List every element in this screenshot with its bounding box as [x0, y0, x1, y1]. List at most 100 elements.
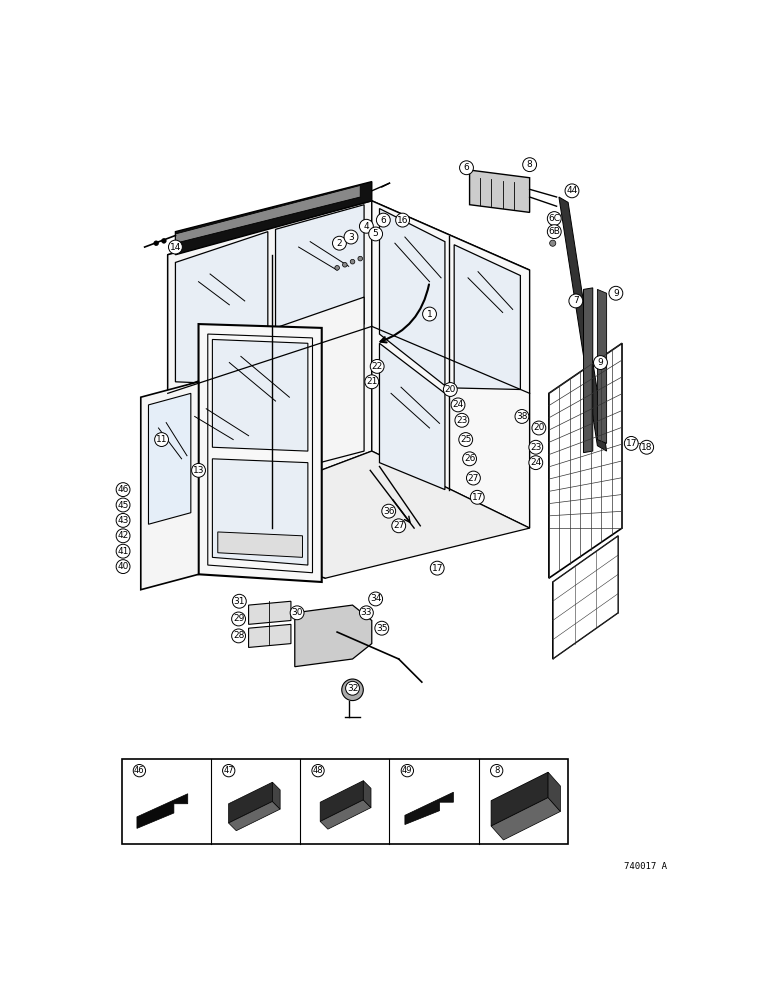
Text: 22: 22 [371, 362, 383, 371]
Text: 46: 46 [134, 766, 144, 775]
Polygon shape [273, 782, 280, 809]
Polygon shape [175, 182, 372, 255]
Text: 7: 7 [573, 296, 579, 305]
Text: 6: 6 [464, 163, 469, 172]
Circle shape [344, 230, 358, 244]
Text: 21: 21 [366, 377, 378, 386]
Circle shape [640, 440, 654, 454]
Polygon shape [137, 794, 188, 828]
Text: 18: 18 [641, 443, 652, 452]
Circle shape [154, 433, 168, 446]
Circle shape [116, 544, 130, 558]
Polygon shape [229, 801, 280, 831]
Text: 43: 43 [117, 516, 129, 525]
Polygon shape [491, 798, 560, 840]
Text: 2: 2 [337, 239, 342, 248]
Circle shape [312, 764, 324, 777]
Polygon shape [249, 624, 291, 647]
Polygon shape [320, 781, 364, 821]
Circle shape [232, 629, 245, 643]
Text: 38: 38 [516, 412, 528, 421]
Circle shape [191, 463, 205, 477]
Circle shape [116, 529, 130, 543]
Polygon shape [295, 605, 372, 667]
Text: 40: 40 [117, 562, 129, 571]
Polygon shape [198, 324, 322, 582]
Circle shape [401, 764, 414, 777]
Text: 24: 24 [452, 400, 464, 409]
Circle shape [529, 440, 543, 454]
Polygon shape [168, 201, 530, 324]
Polygon shape [454, 245, 520, 389]
Text: 9: 9 [598, 358, 604, 367]
Circle shape [547, 212, 561, 225]
Polygon shape [175, 355, 268, 532]
Text: 27: 27 [393, 521, 405, 530]
Circle shape [371, 359, 384, 373]
Circle shape [392, 519, 405, 533]
Text: 47: 47 [223, 766, 234, 775]
Text: 17: 17 [432, 564, 443, 573]
Circle shape [358, 256, 363, 261]
Text: 49: 49 [402, 766, 412, 775]
Circle shape [550, 229, 556, 235]
Polygon shape [549, 343, 622, 578]
Circle shape [547, 225, 561, 239]
Circle shape [168, 240, 182, 254]
Polygon shape [148, 393, 191, 524]
Circle shape [459, 161, 473, 175]
Circle shape [222, 764, 235, 777]
Text: 16: 16 [397, 216, 408, 225]
Circle shape [569, 294, 583, 308]
Circle shape [375, 621, 389, 635]
Text: 30: 30 [291, 608, 303, 617]
Circle shape [360, 606, 374, 620]
Text: 42: 42 [117, 531, 129, 540]
Circle shape [346, 681, 360, 695]
Polygon shape [168, 255, 326, 578]
Polygon shape [168, 201, 372, 528]
Circle shape [232, 594, 246, 608]
Circle shape [377, 213, 391, 227]
Circle shape [232, 612, 245, 626]
Polygon shape [175, 232, 268, 386]
Text: 740017 A: 740017 A [624, 862, 667, 871]
Text: 48: 48 [313, 766, 323, 775]
Text: 8: 8 [494, 766, 499, 775]
Text: 5: 5 [373, 229, 378, 238]
Circle shape [594, 356, 608, 369]
Circle shape [550, 217, 556, 223]
Circle shape [430, 561, 444, 575]
Circle shape [451, 398, 465, 412]
Polygon shape [380, 209, 445, 386]
Circle shape [422, 307, 436, 321]
Polygon shape [559, 197, 607, 451]
Circle shape [369, 227, 383, 241]
Polygon shape [491, 772, 548, 826]
Circle shape [335, 266, 340, 270]
Circle shape [290, 606, 304, 620]
Circle shape [625, 436, 638, 450]
Circle shape [382, 504, 396, 518]
Polygon shape [364, 781, 371, 808]
Text: 35: 35 [376, 624, 388, 633]
Circle shape [550, 240, 556, 246]
Text: 14: 14 [170, 243, 181, 252]
Text: 44: 44 [567, 186, 577, 195]
Circle shape [396, 213, 409, 227]
Polygon shape [598, 289, 607, 443]
Text: 1: 1 [427, 310, 432, 319]
Circle shape [116, 560, 130, 574]
Polygon shape [553, 536, 618, 659]
Text: 6: 6 [381, 216, 386, 225]
Circle shape [333, 236, 347, 250]
Circle shape [365, 375, 379, 389]
Circle shape [462, 452, 476, 466]
Circle shape [470, 490, 484, 504]
Text: 4: 4 [364, 222, 369, 231]
Circle shape [161, 239, 166, 243]
Text: 13: 13 [193, 466, 205, 475]
Text: 31: 31 [234, 597, 245, 606]
Text: 9: 9 [613, 289, 618, 298]
Circle shape [350, 259, 355, 264]
